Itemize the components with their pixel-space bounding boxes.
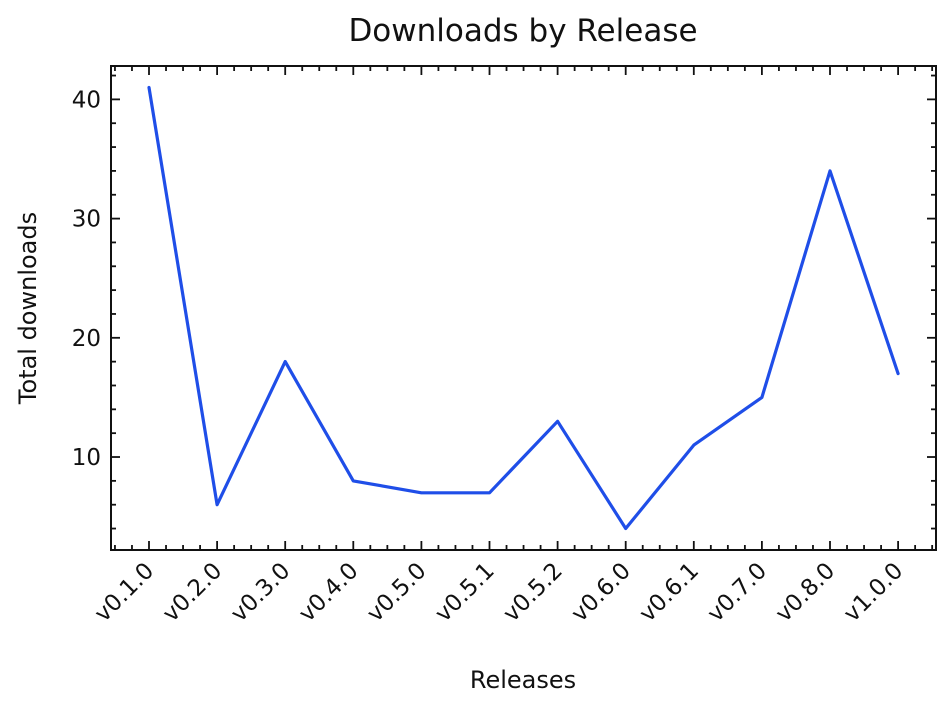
y-tick-label: 20 <box>72 326 101 352</box>
x-tick-label: v0.3.0 <box>226 558 295 627</box>
plot-area <box>110 65 937 551</box>
series-layer <box>147 85 900 531</box>
x-tick-label: v0.4.0 <box>294 558 363 627</box>
y-tick-label: 40 <box>72 87 101 113</box>
x-tick-label: v0.2.0 <box>158 558 227 627</box>
x-tick-label: v0.6.1 <box>635 558 704 627</box>
x-tick-label: v0.5.2 <box>498 558 567 627</box>
x-tick-label: v1.0.0 <box>839 558 908 627</box>
y-tick-label: 10 <box>72 445 101 471</box>
x-tick-label: v0.5.0 <box>362 558 431 627</box>
y-axis-label: Total downloads <box>14 212 42 405</box>
y-axis: 10 20 30 40 <box>72 74 936 530</box>
x-axis: v0.1.0v0.2.0v0.3.0v0.4.0v0.5.0v0.5.1v0.5… <box>90 66 934 627</box>
x-axis-label: Releases <box>470 666 576 694</box>
x-tick-label: v0.7.0 <box>703 558 772 627</box>
x-tick-label: v0.8.0 <box>771 558 840 627</box>
chart-title: Downloads by Release <box>348 13 697 49</box>
x-tick-label: v0.1.0 <box>90 558 159 627</box>
plot-frame <box>110 65 937 551</box>
x-tick-label: v0.5.1 <box>430 558 499 627</box>
x-tick-label: v0.6.0 <box>567 558 636 627</box>
series-line <box>147 85 900 531</box>
y-tick-label: 30 <box>72 207 101 233</box>
